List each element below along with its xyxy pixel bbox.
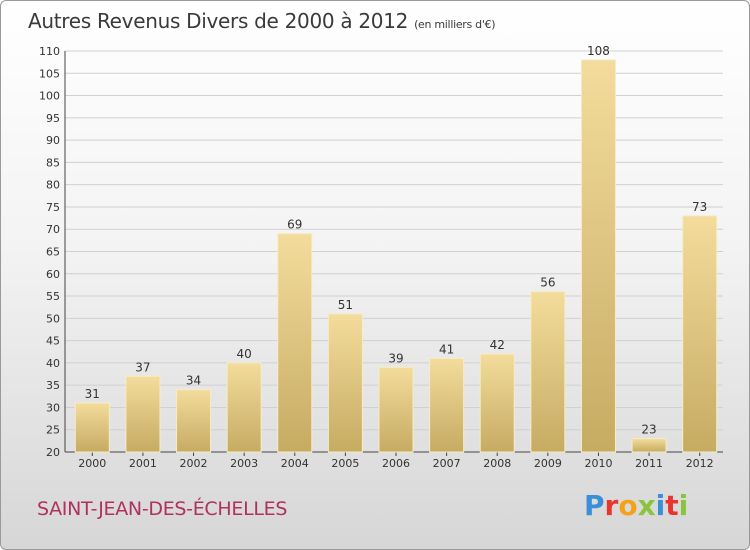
logo-letter: t	[665, 489, 679, 522]
y-tick-label: 45	[46, 335, 60, 348]
data-label: 108	[587, 44, 610, 58]
y-tick-label: 95	[46, 112, 60, 125]
y-tick-label: 70	[46, 223, 60, 236]
chart-title: Autres Revenus Divers de 2000 à 2012 (en …	[28, 9, 496, 33]
bars	[74, 59, 718, 453]
logo-letter: i	[655, 489, 666, 522]
x-tick-label: 2011	[635, 457, 663, 470]
data-label: 41	[439, 342, 454, 356]
y-tick-label: 35	[46, 379, 60, 392]
x-tick-label: 2010	[584, 457, 612, 470]
bar	[74, 402, 110, 453]
y-tick-label: 50	[46, 312, 60, 325]
logo-letter: i	[678, 489, 689, 522]
x-tick-label: 2002	[180, 457, 208, 470]
bar	[125, 375, 161, 453]
logo-letter: P	[584, 489, 605, 522]
data-label: 56	[540, 276, 555, 290]
bar	[530, 291, 566, 453]
y-tick-labels: 20 25 30 35 40 45 50 55 60 65 70 75 80 85 90 95 100 105 11…	[39, 45, 60, 459]
bar	[479, 353, 515, 453]
bar	[176, 389, 212, 453]
x-tick-label: 2007	[433, 457, 461, 470]
data-label: 73	[692, 200, 707, 214]
y-tick-label: 80	[46, 179, 60, 192]
data-label: 40	[237, 347, 252, 361]
data-labels: 31 37 34 40 69 51 39 41 42 56 108 23 73	[85, 44, 708, 437]
y-tick-label: 40	[46, 357, 60, 370]
bar	[378, 366, 414, 453]
bar	[631, 438, 667, 453]
bar	[580, 59, 616, 453]
data-label: 34	[186, 374, 201, 388]
bar	[682, 215, 718, 453]
data-label: 31	[85, 387, 100, 401]
x-tick-label: 2008	[483, 457, 511, 470]
unit-note: (en milliers d'€)	[414, 18, 496, 31]
y-tick-label: 75	[46, 201, 60, 214]
bar	[226, 362, 262, 453]
x-tick-label: 2000	[78, 457, 106, 470]
y-tick-label: 20	[46, 446, 60, 459]
y-tick-label: 85	[46, 156, 60, 169]
title-text: Autres Revenus Divers de 2000 à 2012	[28, 9, 409, 33]
data-label: 37	[135, 360, 150, 374]
logo-letter: o	[618, 489, 638, 522]
x-tick-label: 2004	[281, 457, 309, 470]
y-tick-label: 100	[39, 90, 60, 103]
bar	[429, 357, 465, 453]
x-tick-label: 2005	[331, 457, 359, 470]
x-tick-labels: 2000 2001 2002 2003 2004 2005 2006 2007 2008 2009…	[78, 457, 713, 470]
logo-letter: x	[637, 489, 656, 522]
logo-letter: r	[604, 489, 619, 522]
x-tick-label: 2006	[382, 457, 410, 470]
y-tick-label: 110	[39, 45, 60, 58]
data-label: 39	[388, 351, 403, 365]
data-label: 23	[641, 423, 656, 437]
x-tick-label: 2003	[230, 457, 258, 470]
x-tick-label: 2009	[534, 457, 562, 470]
data-label: 51	[338, 298, 353, 312]
x-tick-label: 2012	[686, 457, 714, 470]
data-label: 42	[490, 338, 505, 352]
y-tick-label: 90	[46, 134, 60, 147]
commune-name: SAINT-JEAN-DES-ÉCHELLES	[37, 498, 288, 520]
data-label: 69	[287, 218, 302, 232]
bar	[327, 313, 363, 453]
y-tick-label: 65	[46, 246, 60, 259]
y-tick-label: 25	[46, 424, 60, 437]
bar	[277, 233, 313, 453]
y-tick-label: 55	[46, 290, 60, 303]
x-tick-label: 2001	[129, 457, 157, 470]
y-tick-label: 30	[46, 401, 60, 414]
proxiti-logo: Proxiti	[584, 489, 688, 522]
y-tick-label: 60	[46, 268, 60, 281]
y-tick-label: 105	[39, 67, 60, 80]
